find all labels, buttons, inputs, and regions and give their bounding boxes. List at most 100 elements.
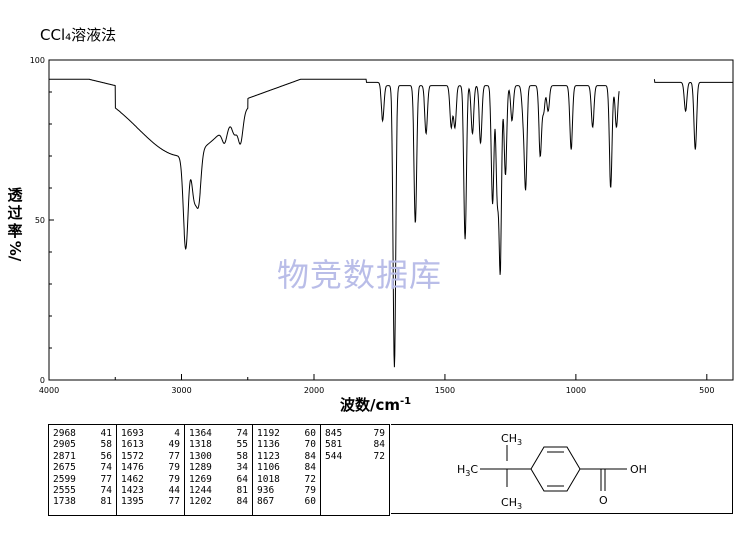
peak-wavenumber: 1395 [121,496,144,508]
peak-transmittance: 81 [100,496,112,508]
peak-wavenumber: 1136 [257,439,280,451]
peak-table-row: 1572 77 [121,451,180,462]
peak-wavenumber: 1244 [189,485,212,497]
x-tick-label: 1000 [566,386,586,395]
peak-table-row: 1462 79 [121,474,180,485]
peak-wavenumber: 1318 [189,439,212,451]
peak-wavenumber: 1269 [189,473,212,485]
peak-table-row: 1018 72 [257,474,316,485]
peak-transmittance: 44 [168,485,180,497]
peak-table-row: 2599 77 [53,474,112,485]
spectrum-line [49,78,620,368]
peak-wavenumber: 936 [257,485,275,497]
y-axis-label: 透过率 %/ [4,186,26,262]
peak-wavenumber: 1289 [189,462,212,474]
y-axis-label-char: 率 [7,222,23,240]
peak-transmittance: 77 [168,450,180,462]
y-tick-label: 0 [40,376,45,385]
peak-table-row: 936 79 [257,485,316,496]
peak-wavenumber: 1018 [257,473,280,485]
peak-table-row: 1202 84 [189,496,248,507]
x-tick-label: 500 [699,386,714,395]
o-label: O [599,494,608,507]
peak-table-row: 867 60 [257,496,316,507]
peak-wavenumber: 1738 [53,496,76,508]
peak-table-row: 1364 74 [189,428,248,439]
peak-wavenumber: 2905 [53,439,76,451]
y-tick-label: 50 [35,216,45,225]
x-axis-label: 波数/cm-1 [340,396,412,414]
peak-wavenumber: 544 [325,450,343,462]
peak-table-column: 1364 74 1318 55 1300 58 1289 34 1269 64 1244 81 1202… [185,425,253,515]
peak-wavenumber: 1364 [189,428,212,439]
peak-wavenumber: 2968 [53,428,76,439]
peak-transmittance: 58 [100,439,112,451]
peak-table-row: 1300 58 [189,451,248,462]
peak-transmittance: 58 [236,450,248,462]
peak-table-row: 1613 49 [121,439,180,450]
peak-table-row: 1289 34 [189,462,248,473]
peak-table-row: 1318 55 [189,439,248,450]
peak-transmittance: 4 [174,428,180,439]
peak-transmittance: 77 [100,473,112,485]
peak-transmittance: 79 [373,428,385,439]
peak-table-row: 1106 84 [257,462,316,473]
peak-transmittance: 81 [236,485,248,497]
peak-transmittance: 84 [304,462,316,474]
oh-label: OH [630,463,647,476]
peak-transmittance: 60 [304,428,316,439]
x-tick-label: 1500 [435,386,455,395]
benzene-ring [530,446,581,492]
peak-table-row: 1395 77 [121,496,180,507]
ir-spectrum-plot: 4000 3000 2000 1500 1000 500 0 50 100 [30,56,734,395]
peak-transmittance: 41 [100,428,112,439]
peak-wavenumber: 1693 [121,428,144,439]
peak-wavenumber: 2555 [53,485,76,497]
x-tick-label: 3000 [171,386,191,395]
peak-wavenumber: 2599 [53,473,76,485]
spectrum-line-right [653,79,733,150]
peak-table-row: 2555 74 [53,485,112,496]
structure-diagram: CH3 H3C CH3 OH O [457,432,647,511]
x-tick-label: 2000 [304,386,324,395]
x-tick-label: 4000 [39,386,59,395]
peak-table: 2968 41 2905 58 2871 56 2675 74 2599 77 2555 74 1738… [48,424,390,516]
y-axis-unit: %/ [6,240,24,262]
peak-table-row: 1244 81 [189,485,248,496]
peak-transmittance: 74 [100,485,112,497]
peak-wavenumber: 1423 [121,485,144,497]
peak-table-column: 1693 4 1613 49 1572 77 1476 79 1462 79 1423 44 1395 7… [117,425,185,515]
structure-box: CH3 H3C CH3 OH O [391,424,733,514]
peak-table-row: 1738 81 [53,496,112,507]
watermark: 物竞数据库 [277,256,443,294]
ch3-bottom-label: CH3 [501,496,522,511]
peak-table-row: 1123 84 [257,451,316,462]
peak-wavenumber: 1300 [189,450,212,462]
peak-transmittance: 74 [100,462,112,474]
peak-transmittance: 84 [373,439,385,451]
peak-wavenumber: 845 [325,428,343,439]
peak-wavenumber: 1476 [121,462,144,474]
peak-transmittance: 70 [304,439,316,451]
peak-transmittance: 77 [168,496,180,508]
peak-transmittance: 34 [236,462,248,474]
peak-wavenumber: 581 [325,439,343,451]
peak-transmittance: 49 [168,439,180,451]
peak-transmittance: 60 [304,496,316,508]
peak-table-row: 581 84 [325,439,385,450]
peak-table-row: 1192 60 [257,428,316,439]
peak-transmittance: 55 [236,439,248,451]
peak-table-row: 1693 4 [121,428,180,439]
peak-wavenumber: 1613 [121,439,144,451]
peak-table-column: 2968 41 2905 58 2871 56 2675 74 2599 77 2555 74 1738… [49,425,117,515]
peak-wavenumber: 1192 [257,428,280,439]
peak-table-row: 2675 74 [53,462,112,473]
peak-table-row: 1136 70 [257,439,316,450]
peak-wavenumber: 867 [257,496,275,508]
y-axis-label-char: 过 [7,204,23,222]
peak-table-row: 544 72 [325,451,385,462]
peak-transmittance: 64 [236,473,248,485]
peak-transmittance: 79 [168,462,180,474]
peak-transmittance: 72 [373,450,385,462]
peak-transmittance: 79 [304,485,316,497]
